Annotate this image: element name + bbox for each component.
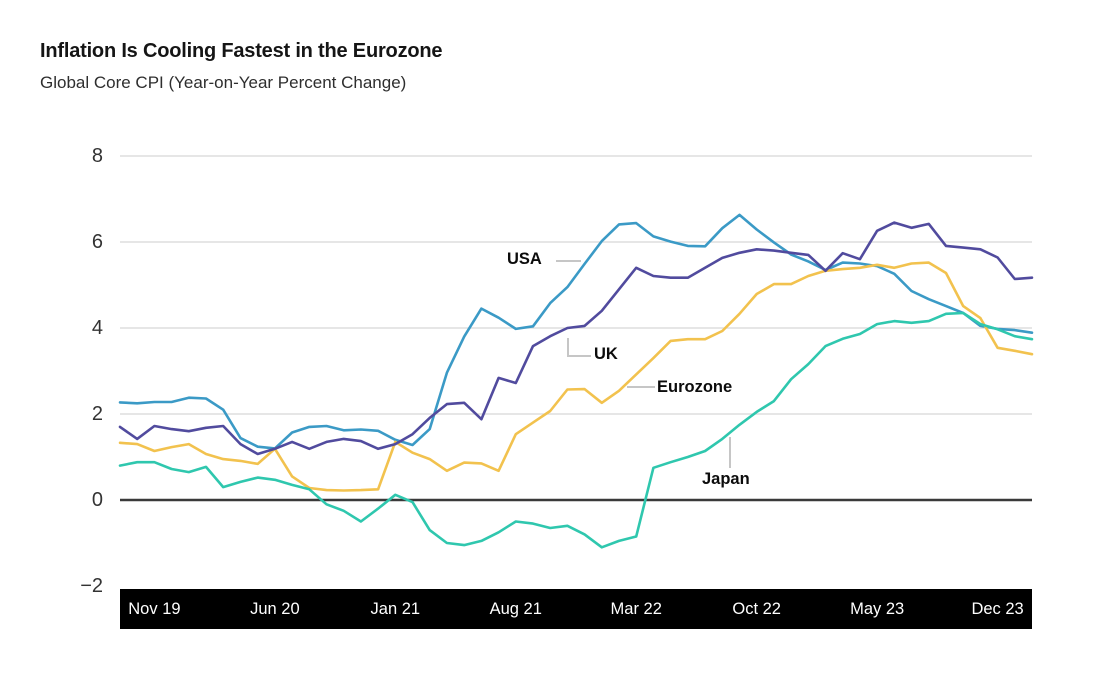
y-axis-label: 0 [91,489,103,511]
series-line-usa [118,213,1034,450]
x-axis-label: Nov 19 [128,600,181,618]
x-axis-bar: Nov 19 Jun 20 Jan 21 Aug 21 Mar 22 Oct 22 May … [120,589,1032,629]
x-axis-label: Jun 20 [250,600,300,618]
uk-label-connector [567,338,569,357]
series-label-usa: USA [507,250,542,268]
japan-label-connector [729,437,731,468]
chart-title: Inflation Is Cooling Fastest in the Euro… [40,40,443,62]
y-axis-label: 8 [91,145,103,167]
series-line-uk [118,221,1034,456]
y-axis-label: 2 [91,403,103,425]
x-axis-label: Jan 21 [370,600,421,618]
usa-label-connector [556,260,581,262]
chart-subtitle: Global Core CPI (Year-on-Year Percent Ch… [40,73,407,92]
y-axis-label: 6 [91,231,103,253]
x-axis-label: Oct 22 [732,600,781,618]
eurozone-label-connector [627,386,655,388]
series-label-uk: UK [594,345,618,363]
x-axis-label: Mar 22 [610,600,662,618]
uk-label-connector [567,355,591,357]
x-axis-label: May 23 [850,600,905,618]
y-axis-label: 4 [91,317,103,339]
series-line-japan [118,311,1034,549]
series-label-eurozone: Eurozone [657,378,733,396]
x-axis-label: Aug 21 [489,600,542,618]
y-axis-label: −2 [80,575,103,597]
x-axis-label: Dec 23 [971,600,1024,618]
series-label-japan: Japan [702,470,750,488]
series-line-eurozone [118,261,1034,492]
